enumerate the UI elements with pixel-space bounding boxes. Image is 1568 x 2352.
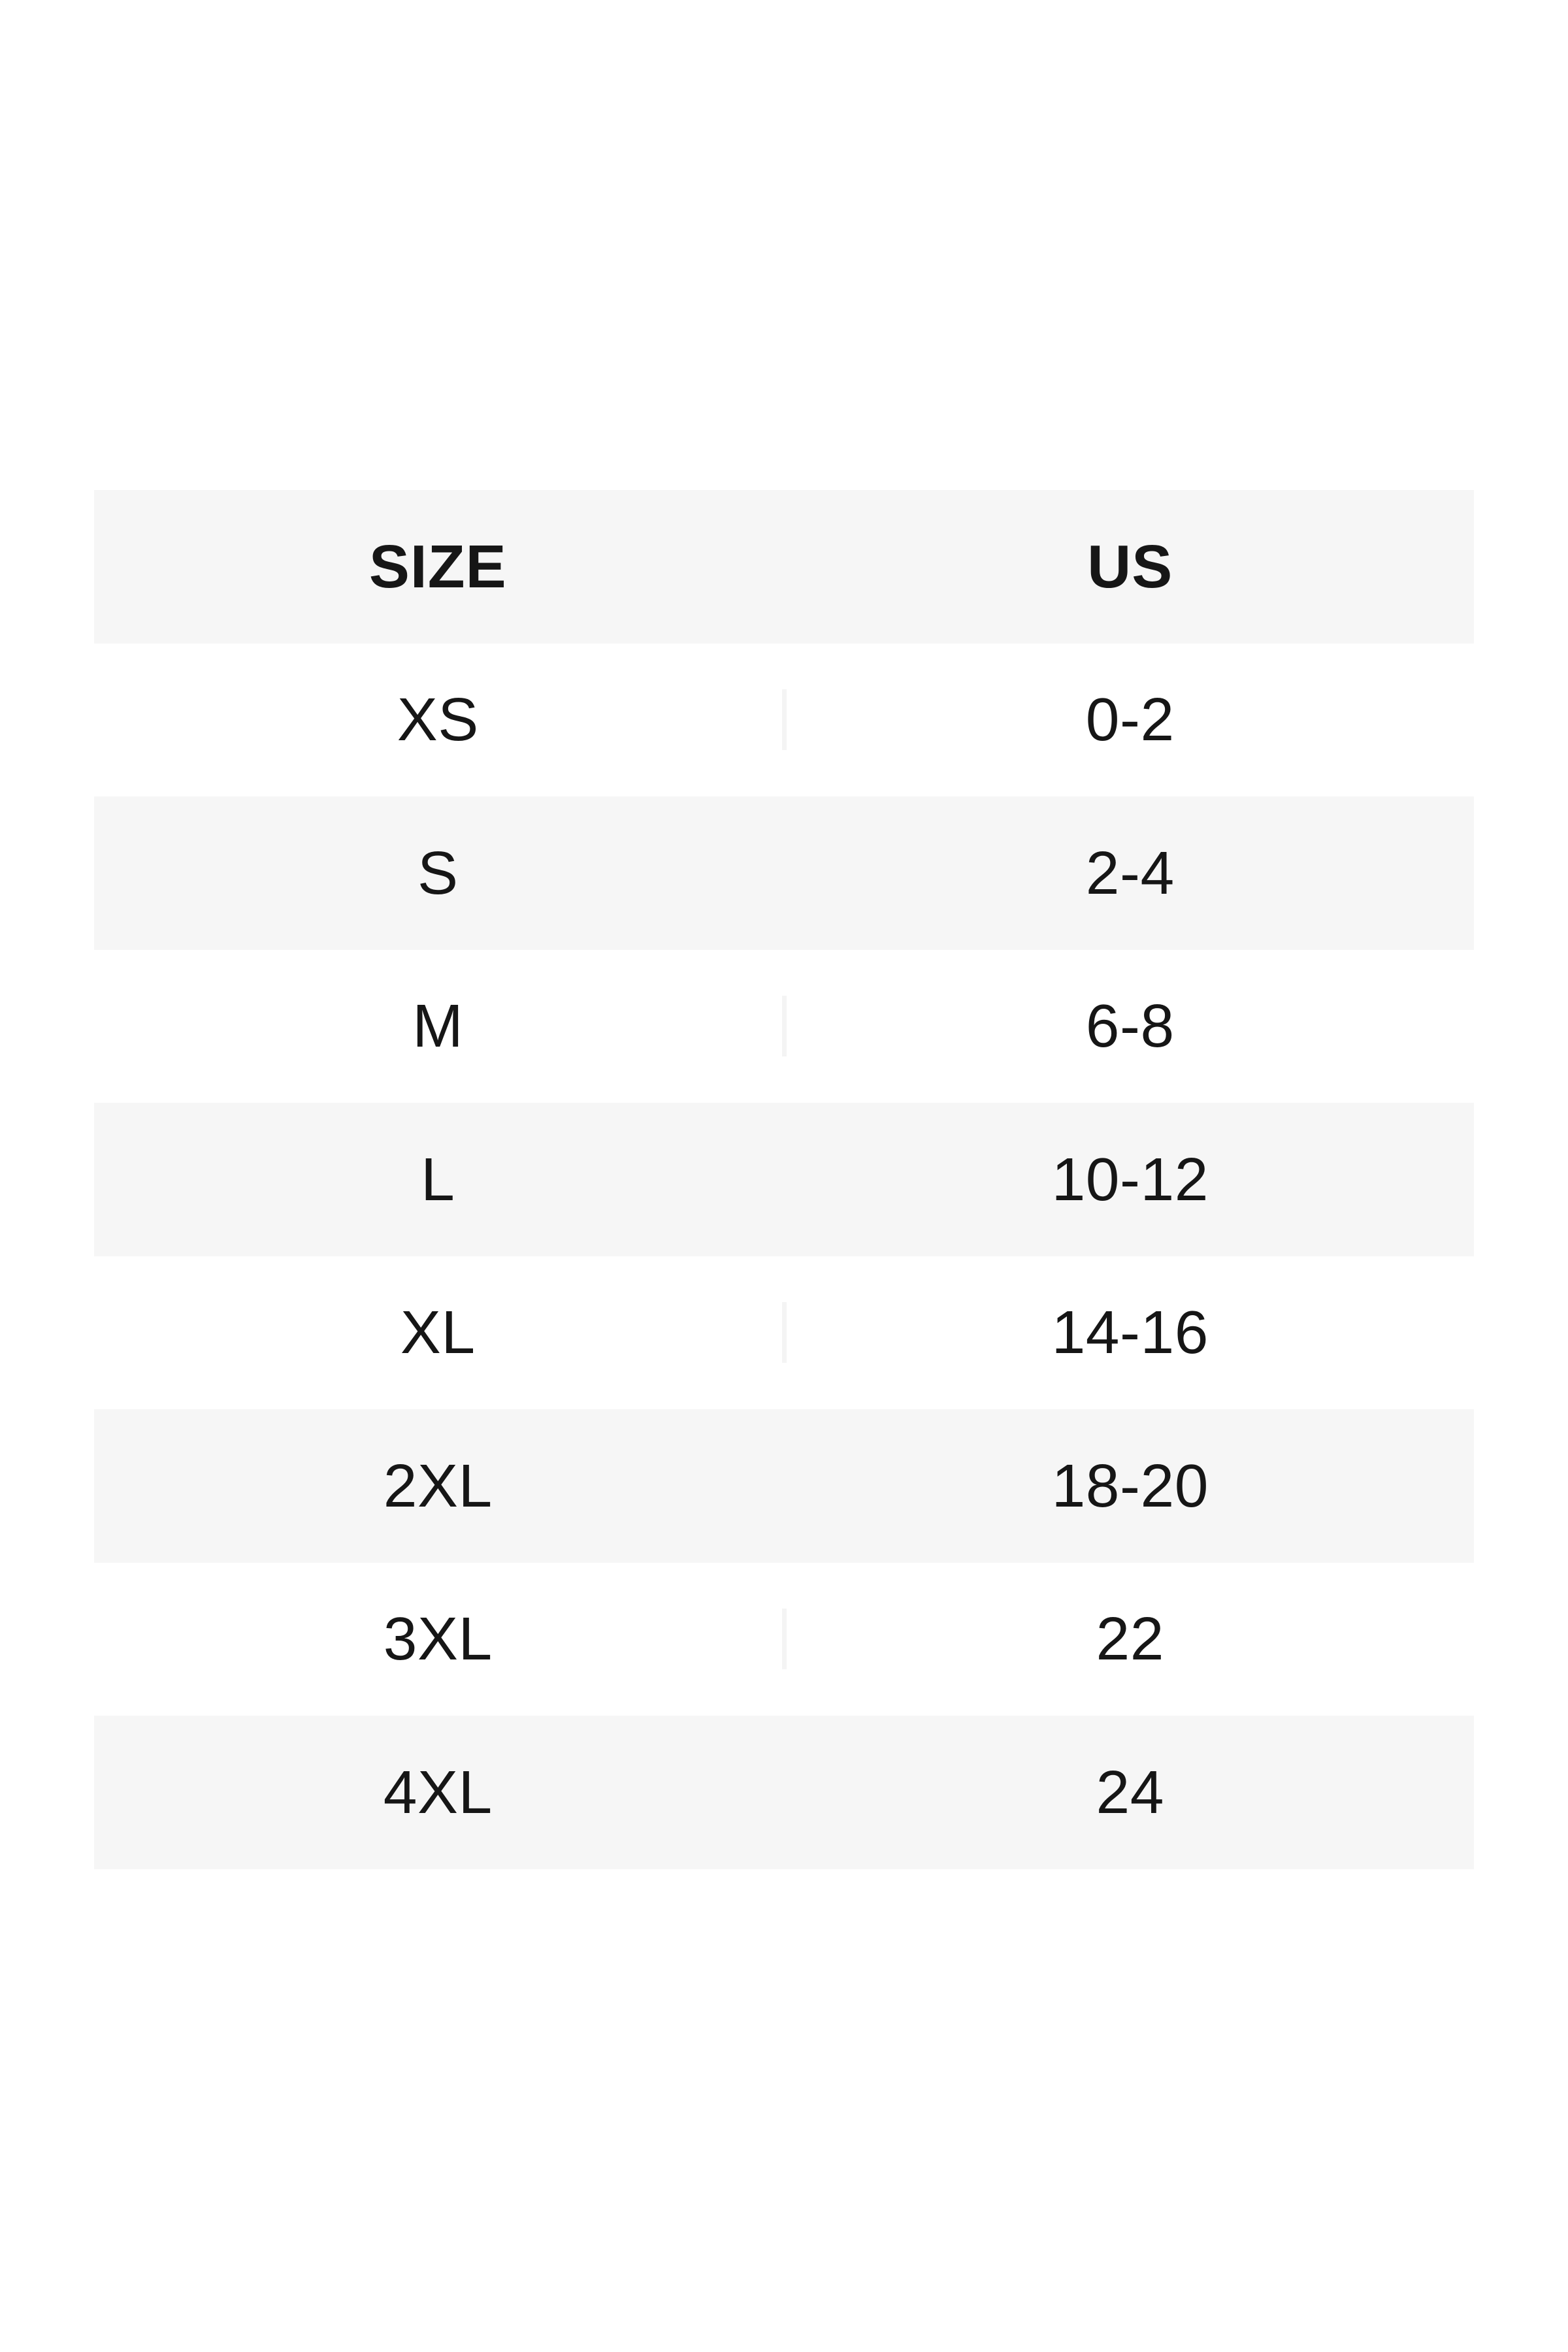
table-row: 3XL 22 <box>94 1563 1474 1716</box>
table-row: XS 0-2 <box>94 644 1474 797</box>
size-cell: L <box>421 1145 455 1213</box>
us-cell: 14-16 <box>781 1302 1475 1364</box>
table-row: M 6-8 <box>94 950 1474 1103</box>
size-cell: S <box>417 838 459 907</box>
size-cell: XS <box>397 685 479 754</box>
table-row: S 2-4 <box>94 796 1474 950</box>
us-cell: 10-12 <box>1051 1145 1209 1213</box>
us-cell: 22 <box>781 1609 1475 1670</box>
size-cell: XL <box>400 1298 476 1367</box>
size-chart-table: SIZE US XS 0-2 S 2-4 M 6-8 L 10-12 XL 14… <box>94 490 1474 1869</box>
us-column-header: US <box>1087 532 1173 600</box>
size-cell: 2XL <box>383 1451 493 1520</box>
size-cell: 3XL <box>383 1605 493 1673</box>
size-column-header: SIZE <box>368 532 507 600</box>
table-row: 2XL 18-20 <box>94 1409 1474 1563</box>
size-cell: 4XL <box>383 1757 493 1826</box>
table-header-row: SIZE US <box>94 490 1474 644</box>
us-cell: 24 <box>1096 1757 1164 1826</box>
us-cell: 0-2 <box>781 689 1475 751</box>
us-cell: 6-8 <box>781 996 1475 1057</box>
table-row: L 10-12 <box>94 1103 1474 1256</box>
us-cell: 2-4 <box>1085 838 1175 907</box>
size-cell: M <box>412 992 464 1060</box>
table-row: 4XL 24 <box>94 1716 1474 1869</box>
table-row: XL 14-16 <box>94 1256 1474 1410</box>
us-cell: 18-20 <box>1051 1451 1209 1520</box>
